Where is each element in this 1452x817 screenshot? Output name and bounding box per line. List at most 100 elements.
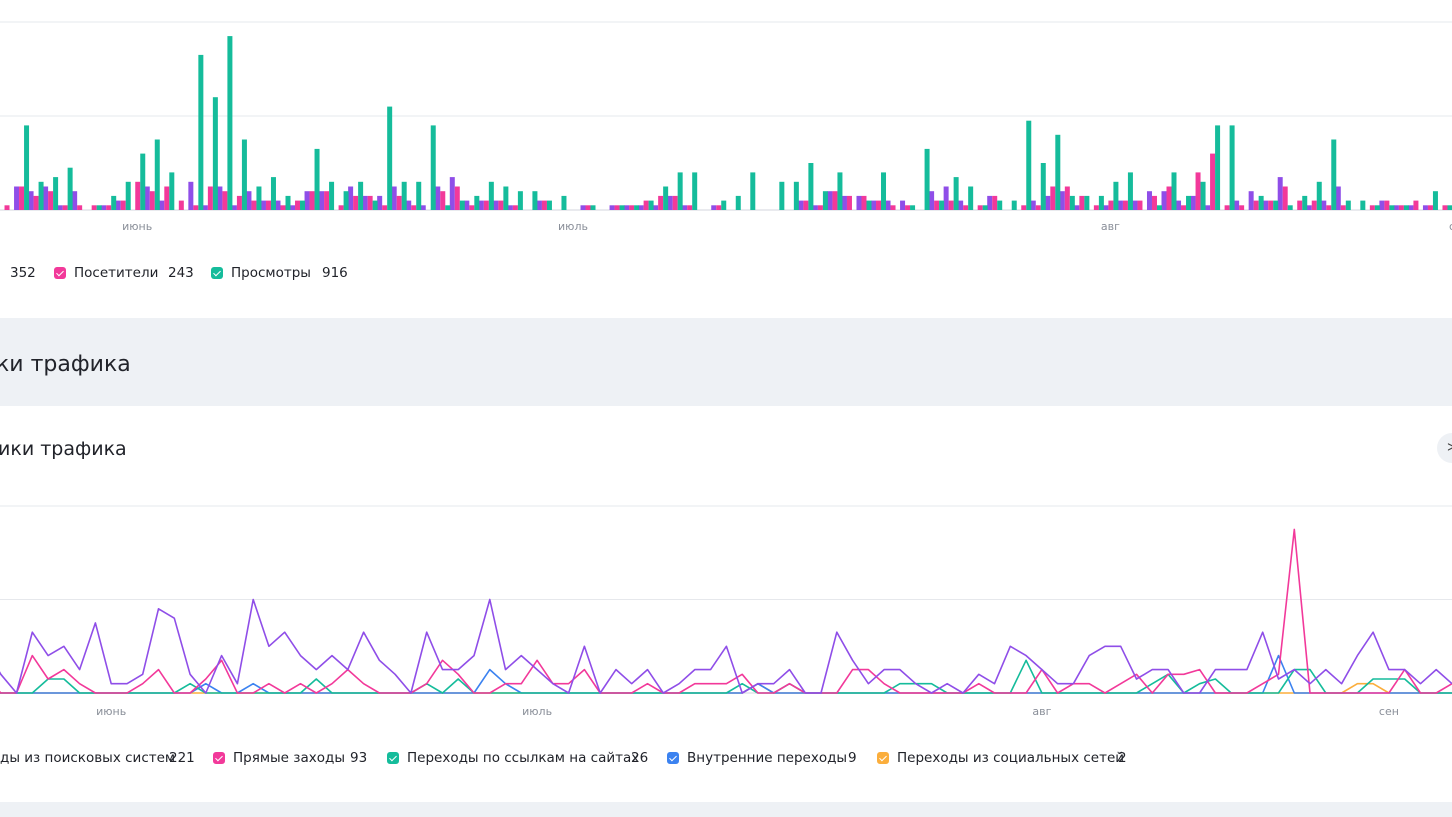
- bar[interactable]: [856, 195, 862, 210]
- bar[interactable]: [1413, 200, 1419, 210]
- bar[interactable]: [1442, 205, 1448, 210]
- bar[interactable]: [1277, 177, 1283, 210]
- bar[interactable]: [246, 191, 252, 210]
- bar[interactable]: [1166, 186, 1172, 211]
- bar[interactable]: [372, 200, 378, 210]
- bar[interactable]: [280, 205, 286, 210]
- bar[interactable]: [1234, 200, 1240, 210]
- bar[interactable]: [876, 200, 882, 210]
- bar[interactable]: [125, 181, 131, 210]
- bar[interactable]: [387, 106, 393, 210]
- bar[interactable]: [1360, 200, 1366, 210]
- bar[interactable]: [890, 205, 896, 210]
- bar[interactable]: [469, 205, 475, 210]
- bar[interactable]: [1021, 205, 1027, 210]
- bar[interactable]: [1064, 186, 1070, 211]
- bar[interactable]: [478, 200, 484, 210]
- bar[interactable]: [982, 205, 988, 210]
- bar[interactable]: [507, 205, 513, 210]
- bar[interactable]: [1151, 195, 1157, 210]
- bar[interactable]: [251, 200, 257, 210]
- bar[interactable]: [750, 172, 756, 210]
- bar[interactable]: [1224, 205, 1230, 210]
- bar[interactable]: [561, 195, 567, 210]
- bar[interactable]: [231, 205, 237, 210]
- bar[interactable]: [517, 191, 523, 210]
- bar[interactable]: [1195, 172, 1201, 210]
- bar[interactable]: [459, 200, 465, 210]
- bar[interactable]: [1306, 205, 1312, 210]
- bar[interactable]: [270, 177, 276, 210]
- bar[interactable]: [19, 186, 25, 211]
- bar[interactable]: [614, 205, 620, 210]
- bar[interactable]: [1273, 200, 1279, 210]
- bar[interactable]: [33, 195, 39, 210]
- bar[interactable]: [343, 191, 349, 210]
- bar[interactable]: [207, 186, 213, 211]
- bar[interactable]: [285, 195, 291, 210]
- bar[interactable]: [1026, 120, 1032, 210]
- bar[interactable]: [435, 186, 441, 211]
- bar[interactable]: [1079, 195, 1085, 210]
- bar[interactable]: [236, 195, 242, 210]
- bar[interactable]: [188, 181, 194, 210]
- bar[interactable]: [275, 200, 281, 210]
- bar[interactable]: [154, 139, 160, 211]
- bar[interactable]: [1050, 186, 1056, 211]
- checkbox-icon[interactable]: [213, 752, 225, 764]
- bar[interactable]: [677, 172, 683, 210]
- bar[interactable]: [934, 200, 940, 210]
- bar[interactable]: [295, 200, 301, 210]
- bar[interactable]: [309, 191, 315, 210]
- bar[interactable]: [193, 205, 199, 210]
- bar[interactable]: [1210, 153, 1216, 210]
- bar[interactable]: [290, 205, 296, 210]
- bar[interactable]: [648, 200, 654, 210]
- bar[interactable]: [67, 167, 73, 210]
- bar[interactable]: [43, 186, 49, 211]
- bar[interactable]: [1190, 195, 1196, 210]
- bar[interactable]: [808, 163, 814, 210]
- bar[interactable]: [1084, 195, 1090, 210]
- bar[interactable]: [1248, 191, 1254, 210]
- checkbox-icon[interactable]: [387, 752, 399, 764]
- bar[interactable]: [667, 195, 673, 210]
- bar[interactable]: [735, 195, 741, 210]
- bar[interactable]: [948, 200, 954, 210]
- bar[interactable]: [1030, 200, 1036, 210]
- bar[interactable]: [1408, 205, 1414, 210]
- bar[interactable]: [1321, 200, 1327, 210]
- bar[interactable]: [260, 200, 266, 210]
- checkbox-icon[interactable]: [667, 752, 679, 764]
- bar[interactable]: [115, 200, 121, 210]
- bar[interactable]: [1146, 191, 1152, 210]
- bar[interactable]: [72, 191, 78, 210]
- bar[interactable]: [169, 172, 175, 210]
- bar[interactable]: [1340, 205, 1346, 210]
- checkbox-icon[interactable]: [211, 267, 223, 279]
- bar[interactable]: [1171, 172, 1177, 210]
- bar[interactable]: [692, 172, 698, 210]
- bar[interactable]: [1035, 205, 1041, 210]
- bar[interactable]: [77, 205, 83, 210]
- bar[interactable]: [62, 205, 68, 210]
- bar[interactable]: [1229, 125, 1235, 210]
- bar[interactable]: [1297, 200, 1303, 210]
- bar[interactable]: [924, 148, 930, 210]
- bar[interactable]: [353, 195, 359, 210]
- bar[interactable]: [406, 200, 412, 210]
- bar[interactable]: [939, 200, 945, 210]
- bar[interactable]: [91, 205, 97, 210]
- bar[interactable]: [1040, 163, 1046, 210]
- bar[interactable]: [212, 97, 218, 210]
- bar[interactable]: [687, 205, 693, 210]
- bar[interactable]: [658, 195, 664, 210]
- bar[interactable]: [464, 200, 470, 210]
- series-line[interactable]: [0, 598, 1452, 694]
- bar[interactable]: [362, 195, 368, 210]
- bar[interactable]: [1384, 200, 1390, 210]
- bar[interactable]: [861, 195, 867, 210]
- bar[interactable]: [217, 186, 223, 211]
- bar[interactable]: [711, 205, 717, 210]
- bar[interactable]: [4, 205, 10, 210]
